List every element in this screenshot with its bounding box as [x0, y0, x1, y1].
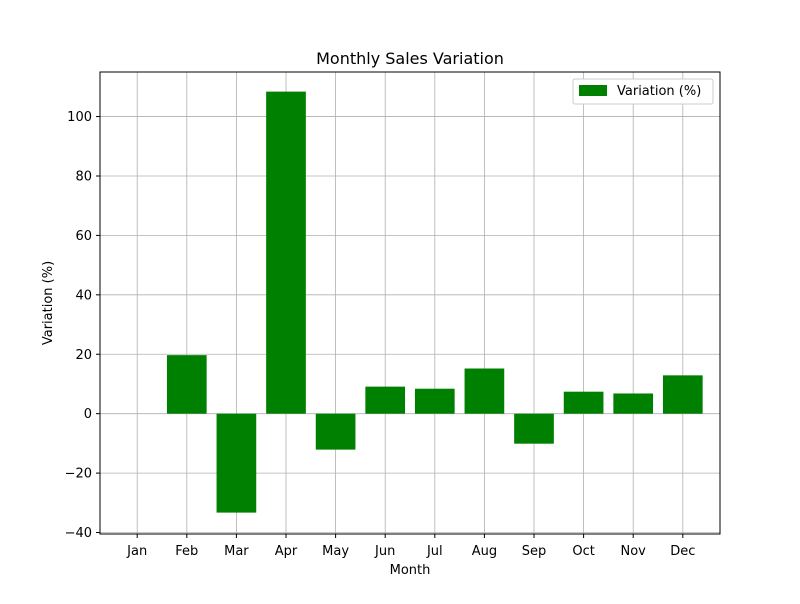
x-tick-label: May — [322, 544, 349, 559]
y-tick-label: 80 — [75, 169, 92, 184]
x-tick-label: Oct — [572, 544, 594, 559]
y-tick-label: 60 — [75, 229, 92, 244]
x-tick-label: Dec — [670, 544, 695, 559]
y-tick-label: −40 — [65, 526, 92, 541]
bar-feb — [166, 355, 207, 414]
y-tick-label: 0 — [84, 407, 92, 422]
y-tick-label: 100 — [67, 110, 92, 125]
y-tick-label: 40 — [75, 288, 92, 303]
x-tick-label: Jun — [374, 544, 395, 559]
bar-jul — [414, 388, 455, 414]
grid — [100, 72, 720, 534]
legend-box — [572, 78, 714, 105]
bars — [166, 91, 703, 513]
chart-title: Monthly Sales Variation — [316, 49, 504, 68]
x-tick-label: Nov — [621, 544, 647, 559]
x-tick-label: Mar — [224, 544, 249, 559]
bar-may — [315, 413, 356, 450]
y-tick-label: −20 — [65, 467, 92, 482]
y-axis-label: Variation (%) — [41, 261, 56, 345]
legend: Variation (%) — [572, 78, 714, 105]
ticks: Jan Feb Mar Apr May Jun Jul Aug Sep Oct Nov Dec −40 −… — [65, 110, 696, 559]
x-tick-label: Apr — [275, 544, 298, 559]
legend-label: Variation (%) — [617, 84, 701, 99]
x-tick-label: Jul — [426, 544, 443, 559]
legend-swatch — [579, 85, 607, 96]
plot-frame — [99, 71, 721, 535]
y-tick-label: 20 — [75, 348, 92, 363]
x-tick-label: Sep — [522, 544, 547, 559]
bar-dec — [662, 375, 703, 414]
x-axis-label: Month — [390, 563, 431, 578]
x-tick-label: Jan — [126, 544, 147, 559]
bar-oct — [563, 391, 604, 414]
x-tick-label: Feb — [175, 544, 198, 559]
x-tick-label: Aug — [472, 544, 497, 559]
bar-apr — [266, 91, 306, 414]
plot-area — [100, 72, 720, 534]
bar-jun — [365, 386, 406, 414]
bar-mar — [216, 413, 257, 513]
bar-nov — [613, 393, 654, 414]
bar-sep — [514, 413, 554, 444]
bar-aug — [464, 368, 505, 414]
